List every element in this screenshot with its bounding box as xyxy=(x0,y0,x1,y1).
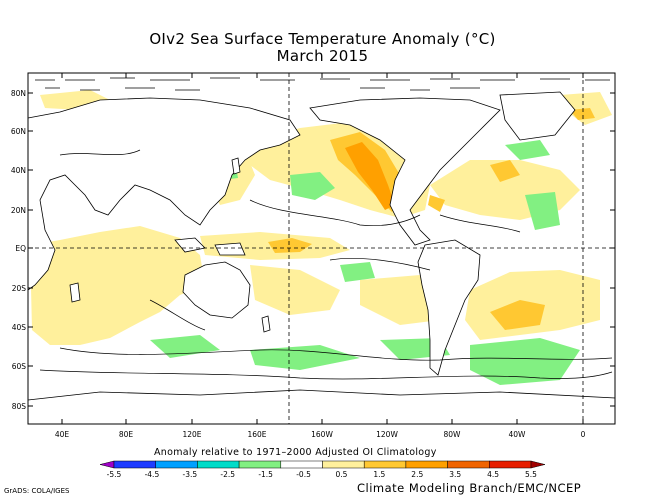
color-bar-tick-label: 3.5 xyxy=(449,470,461,479)
lat-label: 80N xyxy=(11,89,26,98)
legend-caption: Anomaly relative to 1971–2000 Adjusted O… xyxy=(154,447,437,458)
color-bar-tick-label: -2.5 xyxy=(220,470,235,479)
color-bar-box xyxy=(113,460,156,469)
lat-label: 80S xyxy=(12,402,27,411)
color-bar-tick-label: -5.5 xyxy=(107,470,122,479)
color-bar-box xyxy=(322,460,365,469)
warm-region-equatorial-core xyxy=(268,238,312,253)
cool-region-east-pacific xyxy=(340,262,375,282)
warm-region-arctic-3 xyxy=(570,108,595,120)
land-antarctica xyxy=(27,389,616,425)
land-new-zealand xyxy=(261,315,271,333)
warm-region-atlantic-mid xyxy=(490,160,520,182)
land-north-america xyxy=(309,97,501,246)
color-bar-box xyxy=(238,460,282,469)
cool-region-tropical-atlantic xyxy=(525,192,560,230)
lon-label: 80E xyxy=(119,430,134,439)
cool-region-southern-ocean-1 xyxy=(150,335,220,358)
warm-region-south-atlantic-mid xyxy=(490,300,545,330)
continents xyxy=(27,91,616,425)
cool-region-north-pacific xyxy=(290,172,335,200)
color-bar-box xyxy=(489,460,532,469)
reference-lines xyxy=(28,73,615,424)
lon-label: 120E xyxy=(182,430,201,439)
land-eurasia-africa xyxy=(27,97,301,291)
color-bar: -5.5 -4.5 -3.5 -2.5 -1.5 -0.5 0.5 1.5 2.5 3.5 4.5 5… xyxy=(99,460,546,479)
lon-label: 80W xyxy=(444,430,462,439)
color-bar-tick-label: 2.5 xyxy=(411,470,423,479)
color-bar-tick-label: 4.5 xyxy=(487,470,499,479)
color-bar-box xyxy=(197,460,240,469)
warm-region-blob-strong xyxy=(345,142,395,210)
cool-region-southern-ocean-2 xyxy=(250,345,360,370)
warm-region-south-pacific xyxy=(250,265,340,315)
zero-contours xyxy=(39,149,613,380)
color-bar-end-high xyxy=(530,460,546,469)
lon-label: 160W xyxy=(311,430,333,439)
footer-credit: Climate Modeling Branch/EMC/NCEP xyxy=(357,481,582,495)
color-bar-box xyxy=(280,460,323,469)
lat-label: 60S xyxy=(12,362,27,371)
color-bar-box xyxy=(447,460,490,469)
color-bar-tick-label: -0.5 xyxy=(296,470,311,479)
land-madagascar xyxy=(69,282,81,303)
color-bar-end-low xyxy=(99,460,115,469)
lat-axis: 80N 60N 40N 20N EQ 20S 40S 60S 80S xyxy=(11,89,615,411)
map-title: OIv2 Sea Surface Temperature Anomaly (°C… xyxy=(149,30,496,48)
color-bar-tick-label: 1.5 xyxy=(373,470,385,479)
lon-label: 160E xyxy=(247,430,266,439)
land-australia xyxy=(182,261,251,319)
lon-axis: 40E 80E 120E 160E 160W 120W 80W 40W 0 xyxy=(55,73,586,439)
lat-label: 40S xyxy=(12,323,27,332)
lat-label: 20S xyxy=(12,284,27,293)
color-bar-tick-label: 0.5 xyxy=(335,470,347,479)
color-bar-tick-label: 5.5 xyxy=(525,470,537,479)
arctic-contours xyxy=(35,77,610,91)
cool-region-arctic xyxy=(505,140,550,160)
land-greenland xyxy=(499,91,576,141)
land-new-guinea xyxy=(214,242,246,256)
lon-label: 40E xyxy=(55,430,70,439)
lat-label: 20N xyxy=(11,206,26,215)
color-bar-box xyxy=(405,460,448,469)
warm-region-gulf xyxy=(428,195,445,212)
lon-label: 0 xyxy=(581,430,586,439)
color-bar-tick-label: -3.5 xyxy=(182,470,197,479)
lat-label: EQ xyxy=(15,244,26,253)
footer-grads: GrADS: COLA/IGES xyxy=(4,487,70,495)
lat-label: 40N xyxy=(11,166,26,175)
color-bar-tick-label: -4.5 xyxy=(145,470,160,479)
map-subtitle: March 2015 xyxy=(276,47,369,65)
cool-region-southern-ocean-3 xyxy=(470,338,580,385)
lat-label: 60N xyxy=(11,127,26,136)
color-bar-box xyxy=(363,460,407,469)
warm-region-indian-ocean xyxy=(30,226,205,345)
land-japan xyxy=(231,157,241,175)
land-south-america xyxy=(417,239,481,376)
lon-label: 40W xyxy=(509,430,527,439)
cool-anomaly-regions xyxy=(150,140,580,385)
lon-label: 120W xyxy=(376,430,398,439)
color-bar-tick-label: -1.5 xyxy=(258,470,273,479)
color-bar-box xyxy=(155,460,198,469)
